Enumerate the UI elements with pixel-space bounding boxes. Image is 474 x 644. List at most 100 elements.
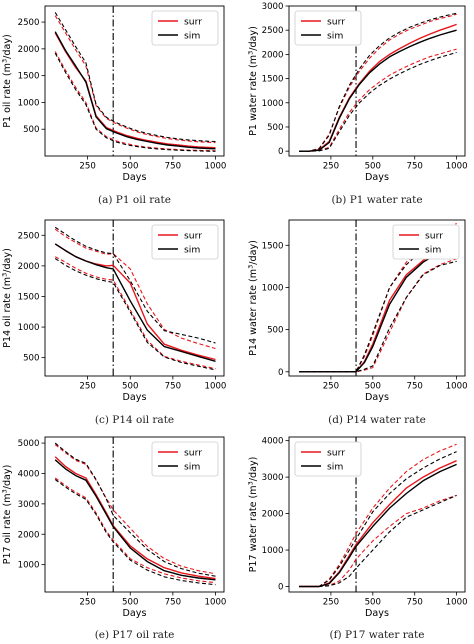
panel-caption: (f) P17 water rate (330, 629, 425, 641)
y-tick-label: 2000 (262, 510, 284, 520)
y-tick-label: 3000 (18, 500, 40, 510)
legend: surr sim (294, 10, 362, 46)
series-line-surr-lower (299, 48, 457, 152)
x-tick-label: 500 (122, 382, 138, 392)
x-tick-label: 1000 (205, 162, 227, 172)
legend-label-sim: sim (327, 461, 343, 472)
plot-frame (44, 219, 225, 377)
panel-caption: (b) P1 water rate (331, 194, 422, 206)
x-axis-label: Days (123, 608, 147, 619)
plot-frame (288, 219, 466, 377)
y-tick-label: 500 (267, 123, 283, 133)
series-line-sim-mean (54, 459, 216, 581)
series-line-sim-mean (54, 243, 216, 362)
series-line-sim-lower (54, 52, 216, 152)
series-line-sim-upper (299, 12, 457, 152)
y-tick-label: 4000 (262, 437, 284, 447)
x-tick-label: 750 (165, 598, 181, 608)
y-tick-label: 4000 (18, 469, 40, 479)
chart-panel-3: 250 500 750 1000 500 1000 1500 2000 2500 Days P14 … (1, 219, 227, 426)
y-axis-label: P1 oil rate (m3/day) (1, 34, 14, 128)
legend-label-sim: sim (184, 30, 200, 41)
y-tick-label: 1500 (262, 75, 284, 85)
x-tick-label: 750 (407, 382, 423, 392)
y-tick-label: 2000 (18, 45, 40, 55)
y-tick-label: 2000 (18, 262, 40, 272)
x-tick-label: 750 (407, 162, 423, 172)
y-tick-label: 5000 (18, 439, 40, 449)
y-tick-label: 2500 (18, 18, 40, 28)
series-line-surr-lower (54, 256, 216, 370)
y-tick-label: 1000 (18, 98, 40, 108)
x-tick-label: 250 (79, 382, 95, 392)
y-tick-label: 1500 (18, 292, 40, 302)
y-tick-label: 2500 (18, 231, 40, 241)
x-tick-label: 750 (165, 162, 181, 172)
legend-box (151, 224, 219, 260)
x-tick-label: 500 (365, 382, 381, 392)
x-tick-label: 500 (365, 598, 381, 608)
legend-label-sim: sim (184, 461, 200, 472)
y-tick-label: 0 (278, 368, 283, 378)
panel-caption: (c) P14 oil rate (95, 414, 174, 426)
legend-label-surr: surr (184, 230, 202, 241)
chart-panel-2: 250 500 750 1000 0 500 1000 1500 2000 2500 3000 Day… (247, 2, 468, 206)
x-tick-label: 1000 (205, 598, 227, 608)
x-tick-label: 250 (323, 162, 339, 172)
x-tick-label: 500 (365, 162, 381, 172)
y-axis-label: P14 oil rate (m3/day) (1, 248, 14, 348)
plot-frame (288, 436, 466, 593)
legend: surr sim (151, 10, 219, 46)
panel-caption: (d) P14 water rate (328, 414, 426, 426)
legend-box (294, 10, 362, 46)
x-tick-label: 1000 (446, 598, 468, 608)
series-line-surr-upper (54, 15, 216, 144)
legend-label-surr: surr (327, 16, 345, 27)
x-tick-label: 250 (323, 598, 339, 608)
plot-frame (44, 436, 225, 593)
y-tick-label: 1500 (18, 72, 40, 82)
series-line-sim-upper (54, 12, 216, 143)
legend-label-surr: surr (425, 230, 443, 241)
x-tick-label: 1000 (446, 382, 468, 392)
chart-panel-6: 250 500 750 1000 0 1000 2000 3000 4000 Days P17 wa… (247, 436, 468, 641)
x-axis-label: Days (123, 392, 147, 403)
legend-label-surr: surr (184, 447, 202, 458)
legend-label-sim: sim (184, 244, 200, 255)
x-tick-label: 500 (122, 598, 138, 608)
x-axis-label: Days (365, 172, 389, 183)
legend-box (151, 441, 219, 477)
legend-box (392, 224, 460, 260)
panel-caption: (a) P1 oil rate (98, 194, 171, 206)
legend: surr sim (392, 224, 460, 260)
series-line-sim-mean (299, 29, 457, 152)
x-tick-label: 1000 (205, 382, 227, 392)
y-axis-label: P14 water rate (m3/day) (247, 240, 260, 356)
y-tick-label: 3000 (262, 473, 284, 483)
chart-panel-4: 250 500 750 1000 0 500 1000 1500 Days P14 water r… (247, 219, 468, 426)
legend-label-surr: surr (184, 16, 202, 27)
y-tick-label: 1000 (262, 546, 284, 556)
legend-label-sim: sim (425, 244, 441, 255)
series-line-surr-mean (54, 243, 216, 361)
series-line-sim-mean (299, 463, 457, 588)
x-tick-label: 250 (79, 598, 95, 608)
y-tick-label: 3000 (262, 2, 284, 12)
legend: surr sim (151, 224, 219, 260)
y-tick-label: 1000 (18, 323, 40, 333)
series-line-sim-lower (299, 260, 457, 373)
y-tick-label: 1500 (262, 241, 284, 251)
series-line-sim-upper (54, 442, 216, 577)
y-axis-label: P1 water rate (m3/day) (247, 26, 260, 136)
y-axis-label: P17 water rate (m3/day) (247, 457, 260, 573)
series-line-surr-lower (299, 494, 457, 588)
y-axis-label: P17 oil rate (m3/day) (1, 465, 14, 565)
series-line-sim-mean (299, 241, 457, 373)
y-tick-label: 1000 (18, 561, 40, 571)
legend-box (151, 10, 219, 46)
legend: surr sim (151, 441, 219, 477)
panel-caption: (e) P17 oil rate (95, 629, 175, 641)
x-axis-label: Days (123, 172, 147, 183)
y-tick-label: 2500 (262, 26, 284, 36)
chart-panel-1: 250 500 750 1000 500 1000 1500 2000 2500 Days P1 o… (1, 5, 227, 206)
